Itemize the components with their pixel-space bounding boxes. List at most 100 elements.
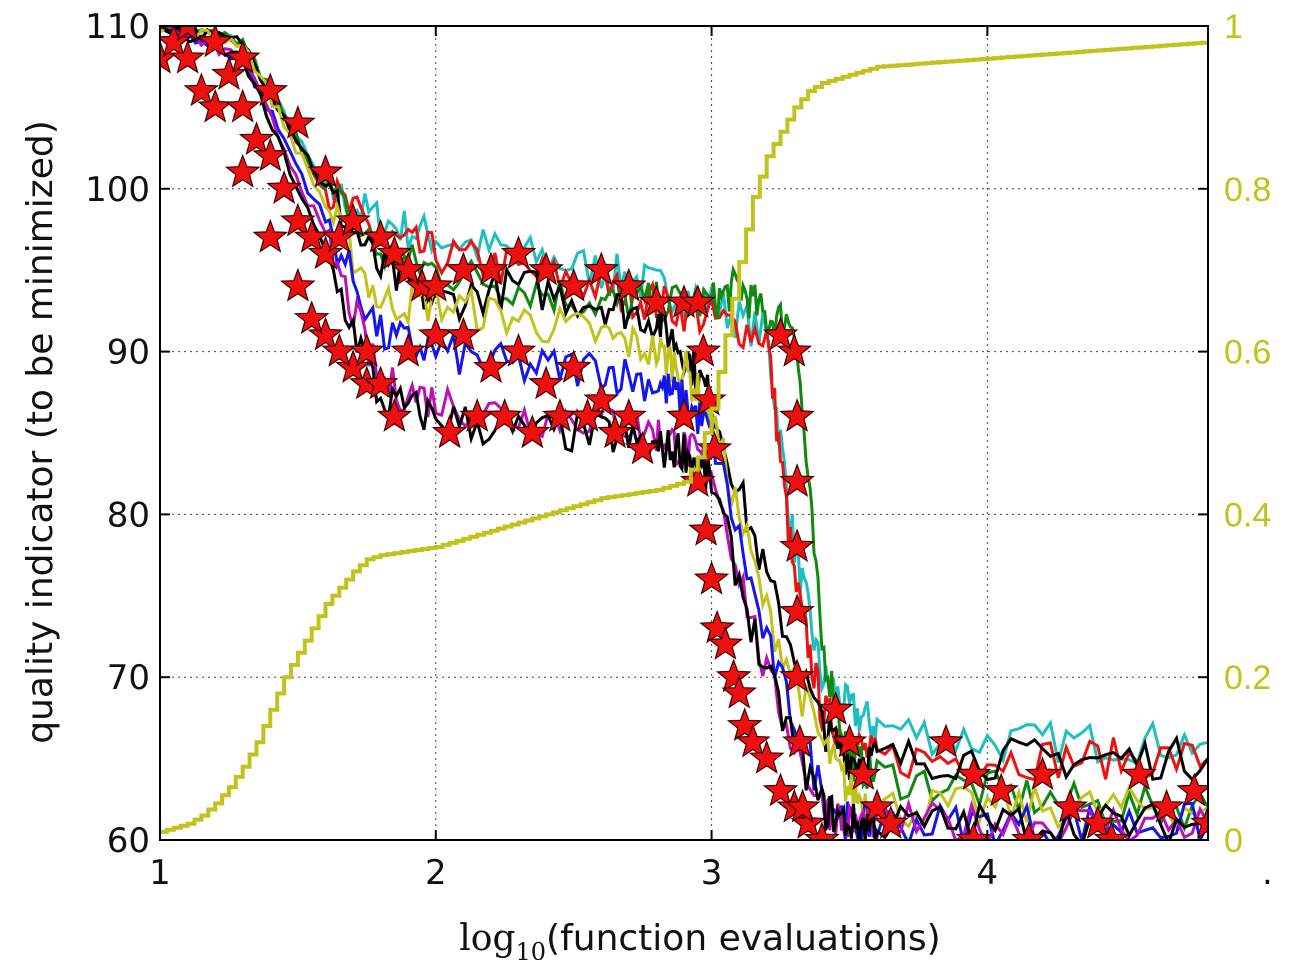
ecdf-layer xyxy=(160,40,1208,834)
star-marker-63 xyxy=(666,397,702,432)
y2-tick-label-1: 0.2 xyxy=(1224,659,1271,697)
x-ticks: 1 2 3 4 xyxy=(149,26,998,893)
star-marker-100 xyxy=(1052,788,1088,823)
y-ticks: 60 70 80 90 100 110 xyxy=(85,7,170,861)
x-tick-label-1: 2 xyxy=(425,853,447,893)
x-tick-label-0: 1 xyxy=(149,853,171,893)
star-marker-98 xyxy=(983,772,1019,807)
star-marker-7 xyxy=(238,121,275,156)
star-marker-13 xyxy=(321,218,358,253)
star-marker-31 xyxy=(349,332,385,367)
star-marker-23 xyxy=(252,218,289,253)
star-marker-53 xyxy=(583,381,620,416)
y-tick-label-0: 60 xyxy=(107,821,150,861)
star-marker-58 xyxy=(514,414,551,449)
star-marker-57 xyxy=(486,397,523,432)
star-marker-3 xyxy=(183,72,220,107)
star-marker-89 xyxy=(784,788,821,823)
star-marker-79 xyxy=(685,332,722,367)
star-marker-66 xyxy=(693,560,730,595)
star-marker-102 xyxy=(1121,756,1157,790)
star-marker-90 xyxy=(762,316,799,351)
star-marker-106 xyxy=(955,821,992,840)
star-marker-37 xyxy=(417,267,454,302)
star-marker-43 xyxy=(583,251,620,286)
x-axis-title-rest: (function evaluations) xyxy=(546,918,941,959)
star-marker-62 xyxy=(624,430,661,465)
star-marker-83 xyxy=(779,397,815,432)
star-marker-6 xyxy=(224,88,261,123)
star-marker-48 xyxy=(445,316,482,351)
y2-tick-label-0: 0 xyxy=(1224,822,1243,860)
star-marker-2 xyxy=(169,39,206,74)
star-marker-80 xyxy=(691,381,727,416)
series-line-magenta-6 xyxy=(160,26,1208,840)
star-marker-41 xyxy=(528,251,564,286)
y-tick-label-4: 100 xyxy=(85,170,150,210)
series-line-green-2 xyxy=(160,26,1208,833)
y2-tick-label-4: 0.8 xyxy=(1224,171,1271,209)
star-markers xyxy=(160,26,1208,840)
star-marker-91 xyxy=(817,691,854,725)
series-line-olive-4 xyxy=(160,26,1208,831)
star-marker-87 xyxy=(779,658,815,693)
star-marker-70 xyxy=(721,674,757,709)
star-marker-40 xyxy=(500,235,537,270)
y-tick-label-2: 80 xyxy=(107,495,150,535)
series-layer xyxy=(160,26,1208,840)
trailing-mark: . xyxy=(1262,853,1273,893)
star-marker-107 xyxy=(1010,821,1047,840)
star-marker-10 xyxy=(280,202,316,237)
star-marker-25 xyxy=(307,316,344,351)
star-marker-54 xyxy=(611,397,647,432)
star-marker-33 xyxy=(390,332,427,367)
star-marker-22 xyxy=(224,153,261,188)
star-marker-50 xyxy=(500,332,537,367)
y-axis-title: quality indicator (to be minimized) xyxy=(20,120,61,743)
star-marker-99 xyxy=(1024,756,1061,790)
star-marker-52 xyxy=(555,349,592,383)
star-marker-101 xyxy=(1079,804,1116,839)
star-marker-64 xyxy=(679,463,716,497)
star-marker-84 xyxy=(779,463,815,497)
star-marker-28 xyxy=(376,397,413,432)
star-marker-103 xyxy=(1148,788,1185,823)
star-marker-29 xyxy=(293,300,330,335)
series-line-black-7 xyxy=(160,26,1208,840)
star-marker-42 xyxy=(555,267,592,302)
y2-ticks: 0 0.2 0.4 0.6 0.8 1 xyxy=(1198,8,1271,860)
star-marker-104 xyxy=(1176,772,1208,807)
star-marker-77 xyxy=(804,821,840,840)
plot-frame xyxy=(159,25,1209,841)
star-marker-108 xyxy=(1093,821,1130,840)
star-marker-74 xyxy=(762,772,799,807)
x-tick-label-2: 3 xyxy=(701,853,723,893)
y2-tick-label-3: 0.6 xyxy=(1224,334,1271,372)
star-marker-68 xyxy=(707,625,744,660)
star-marker-61 xyxy=(597,414,633,449)
star-marker-72 xyxy=(735,723,771,758)
star-marker-71 xyxy=(726,707,763,742)
star-marker-14 xyxy=(176,26,199,42)
star-marker-21 xyxy=(362,218,399,253)
star-marker-105 xyxy=(1190,804,1208,839)
star-marker-15 xyxy=(197,26,233,58)
star-marker-44 xyxy=(611,267,647,302)
star-marker-9 xyxy=(266,170,302,204)
star-marker-1 xyxy=(160,26,192,58)
star-marker-96 xyxy=(928,723,964,758)
star-marker-88 xyxy=(782,723,818,758)
star-marker-24 xyxy=(280,267,316,302)
star-marker-38 xyxy=(445,251,482,286)
star-marker-35 xyxy=(376,235,413,270)
star-marker-49 xyxy=(473,349,509,383)
y-tick-label-5: 110 xyxy=(85,7,150,47)
star-marker-86 xyxy=(779,593,815,628)
star-marker-78 xyxy=(679,284,716,318)
star-marker-39 xyxy=(473,251,509,286)
x-axis-title: log10(function evaluations) xyxy=(459,918,940,960)
star-marker-69 xyxy=(715,658,752,693)
y2-tick-label-5: 1 xyxy=(1224,8,1243,46)
star-marker-32 xyxy=(362,365,399,400)
x-axis-title-log: log xyxy=(459,918,515,959)
